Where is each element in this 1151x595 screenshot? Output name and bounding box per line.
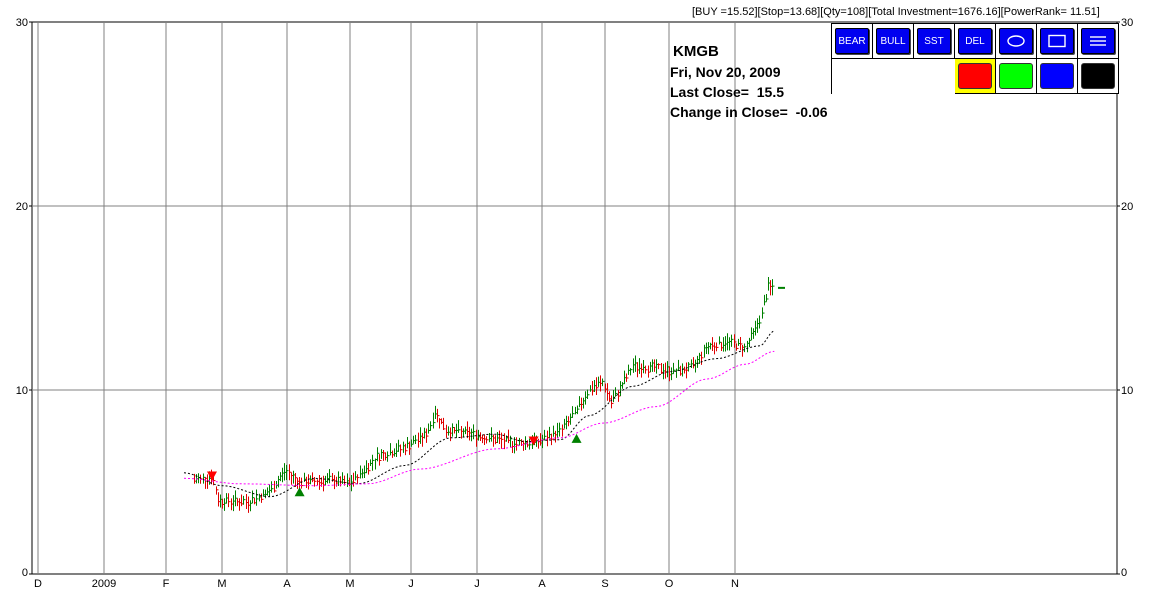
x-tick-label: M [345,578,354,590]
ellipse-tool-button[interactable] [999,28,1033,54]
color-swatch-black[interactable] [1081,63,1115,89]
y-tick-label-right: 10 [1121,385,1133,397]
y-tick-label-left: 10 [16,385,28,397]
color-swatch-cell-green [996,59,1037,94]
moving-average-slow [183,350,775,487]
buy-signal-marker [571,433,582,443]
plot-frame [31,21,1118,575]
color-swatch-cell-blue [1037,59,1078,94]
signal-markers [207,433,582,497]
buy-signal-marker [294,487,305,497]
color-swatch-red[interactable] [958,63,992,89]
delete-button[interactable]: DEL [958,28,992,54]
x-tick-label: F [163,578,170,590]
color-swatch-cell-red [955,59,996,94]
position-status-line: [BUY =15.52][Stop=13.68][Qty=108][Total … [692,6,1100,18]
x-tick-label: M [217,578,226,590]
change-in-close-label: Change in Close= -0.06 [670,104,828,120]
ellipse-icon [1007,35,1025,47]
x-tick-label: N [731,578,739,590]
sst-button[interactable]: SST [917,28,951,54]
color-swatch-green[interactable] [999,63,1033,89]
x-tick-label: 2009 [92,578,116,590]
x-tick-label: O [665,578,674,590]
y-tick-label-left: 30 [16,17,28,29]
y-tick-label-right: 30 [1121,17,1133,29]
x-tick-label: A [538,578,546,590]
y-tick-label-right: 0 [1121,567,1127,579]
y-tick-label-left: 0 [22,567,28,579]
color-swatch-blue[interactable] [1040,63,1074,89]
x-axis: D 2009 F M A M J J A S O N [34,578,739,590]
symbol-label: KMGB [673,43,719,60]
sell-signal-marker [207,471,217,481]
bull-button[interactable]: BULL [876,28,910,54]
x-tick-label: A [283,578,291,590]
drawing-toolbar: BEAR BULL SST DEL [831,23,1119,94]
last-close-label: Last Close= 15.5 [670,84,785,100]
y-tick-label-right: 20 [1121,201,1133,213]
rectangle-icon [1048,34,1066,48]
lines-icon [1090,36,1106,46]
y-axis: 0 0 10 10 20 20 30 30 [16,17,1134,579]
date-label: Fri, Nov 20, 2009 [670,64,781,80]
symbol-info-panel: KMGB Fri, Nov 20, 2009 Last Close= 15.5 … [670,42,828,122]
moving-average-fast [183,330,775,498]
lines-tool-button[interactable] [1081,28,1115,54]
chart-grid [32,22,1117,574]
price-bars [194,276,785,513]
x-tick-label: J [474,578,480,590]
x-tick-label: S [601,578,608,590]
x-tick-label: J [408,578,414,590]
x-tick-label: D [34,578,42,590]
bear-button[interactable]: BEAR [835,28,869,54]
y-tick-label-left: 20 [16,201,28,213]
color-swatch-cell-black [1078,59,1119,94]
sell-signal-marker [528,436,539,446]
rectangle-tool-button[interactable] [1040,28,1074,54]
